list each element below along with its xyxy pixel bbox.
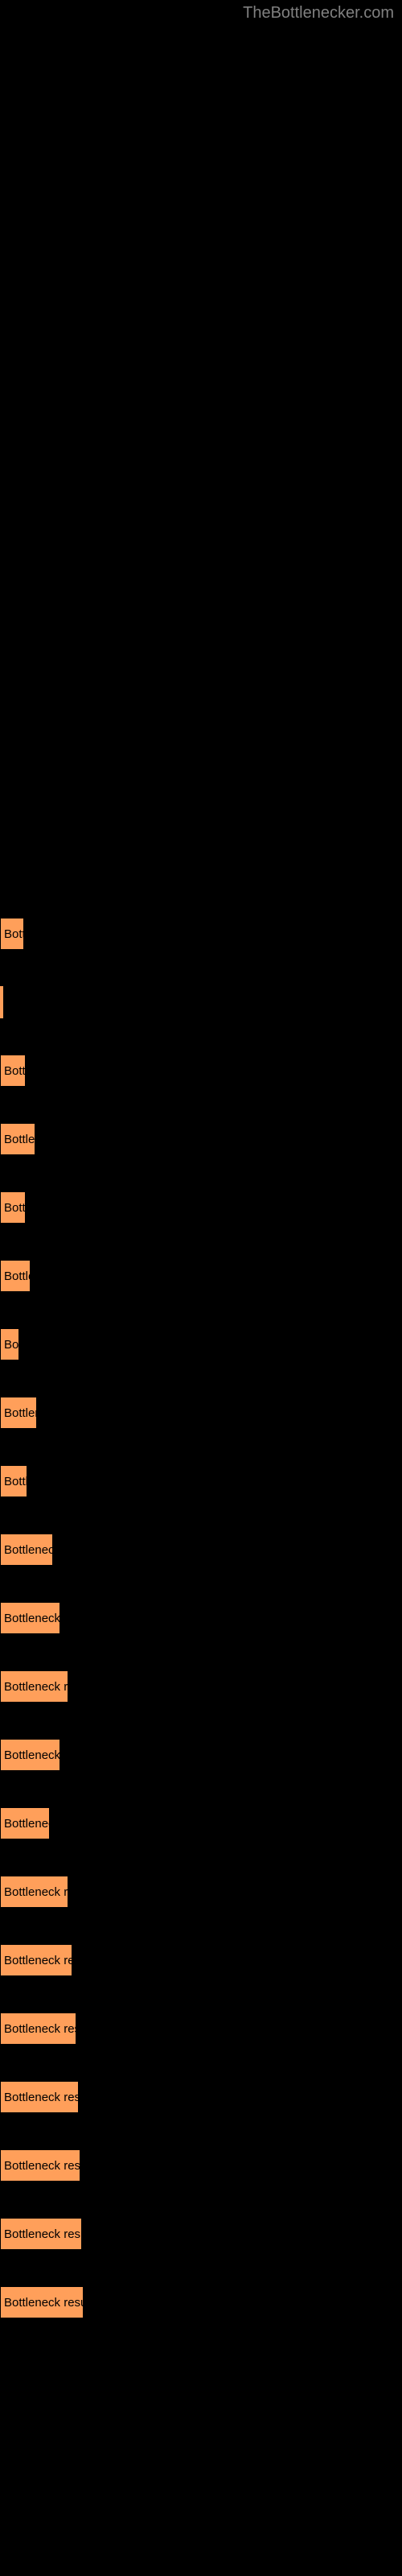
bar-label: Bott: [4, 927, 23, 941]
bar-label: Bottleneck result: [4, 2022, 76, 2036]
bar-row: Bottleneck res: [0, 1534, 402, 1566]
bar-18: Bottleneck result: [0, 2149, 80, 2182]
bar-13: Bottleneck re: [0, 1807, 50, 1839]
bar-row: Bottleneck result: [0, 2218, 402, 2250]
bar-label: Bottlen: [4, 1269, 30, 1283]
bar-row: Bottleneck result: [0, 1876, 402, 1908]
bar-row: Bottlen: [0, 1260, 402, 1292]
bar-1: [0, 986, 3, 1018]
bar-6: Bot: [0, 1328, 19, 1360]
bar-label: Bottleneck result: [4, 2227, 81, 2241]
bar-label: Bottlenec: [4, 1133, 35, 1146]
bar-17: Bottleneck result: [0, 2081, 79, 2113]
bar-label: Bottleneck result: [4, 2296, 83, 2310]
bar-row: Bot: [0, 1328, 402, 1360]
bar-14: Bottleneck result: [0, 1876, 68, 1908]
bar-15: Bottleneck result: [0, 1944, 72, 1976]
bar-label: Bottle: [4, 1475, 27, 1488]
watermark-text: TheBottlenecker.com: [243, 4, 394, 23]
bar-label: Bot: [4, 1338, 18, 1352]
bar-label: Bottleneck resu: [4, 1612, 59, 1625]
bar-label: Bottleneck re: [4, 1817, 49, 1831]
bar-11: Bottleneck result: [0, 1670, 68, 1703]
bar-row: [0, 986, 402, 1018]
bar-chart: Bott Bottle Bottlenec Bottle Bottlen Bot…: [0, 0, 402, 2395]
bar-label: Bottleneck result: [4, 1680, 68, 1694]
bar-label: Bottleneck result: [4, 2091, 78, 2104]
bar-label: Bottle: [4, 1201, 25, 1215]
bar-row: Bottleneck result: [0, 2081, 402, 2113]
bar-row: Bottleneck: [0, 1397, 402, 1429]
bar-label: Bottleneck result: [4, 1885, 68, 1899]
bar-2: Bottle: [0, 1055, 26, 1087]
bar-3: Bottlenec: [0, 1123, 35, 1155]
bar-label: Bottleneck res: [4, 1543, 52, 1557]
bar-row: Bottleneck resu: [0, 1602, 402, 1634]
bar-12: Bottleneck resul: [0, 1739, 60, 1771]
bar-row: Bottlenec: [0, 1123, 402, 1155]
bar-row: Bottle: [0, 1055, 402, 1087]
bar-label: Bottleneck result: [4, 2159, 80, 2173]
bar-row: Bottle: [0, 1191, 402, 1224]
bar-7: Bottleneck: [0, 1397, 37, 1429]
bar-16: Bottleneck result: [0, 2013, 76, 2045]
bar-label: Bottleneck: [4, 1406, 36, 1420]
bar-row: Bott: [0, 918, 402, 950]
bar-20: Bottleneck result: [0, 2286, 84, 2318]
bar-4: Bottle: [0, 1191, 26, 1224]
bar-row: Bottleneck result: [0, 1670, 402, 1703]
bar-row: Bottleneck re: [0, 1807, 402, 1839]
bar-0: Bott: [0, 918, 24, 950]
bar-row: Bottleneck result: [0, 2013, 402, 2045]
bar-row: Bottleneck result: [0, 1944, 402, 1976]
bar-row: Bottleneck resul: [0, 1739, 402, 1771]
bar-label: Bottleneck result: [4, 1954, 72, 1967]
bar-row: Bottleneck result: [0, 2286, 402, 2318]
bar-5: Bottlen: [0, 1260, 31, 1292]
bar-10: Bottleneck resu: [0, 1602, 60, 1634]
bar-label: Bottle: [4, 1064, 25, 1078]
bar-9: Bottleneck res: [0, 1534, 53, 1566]
bar-19: Bottleneck result: [0, 2218, 82, 2250]
bar-8: Bottle: [0, 1465, 27, 1497]
bar-row: Bottleneck result: [0, 2149, 402, 2182]
bar-label: Bottleneck resul: [4, 1748, 59, 1762]
bar-row: Bottle: [0, 1465, 402, 1497]
